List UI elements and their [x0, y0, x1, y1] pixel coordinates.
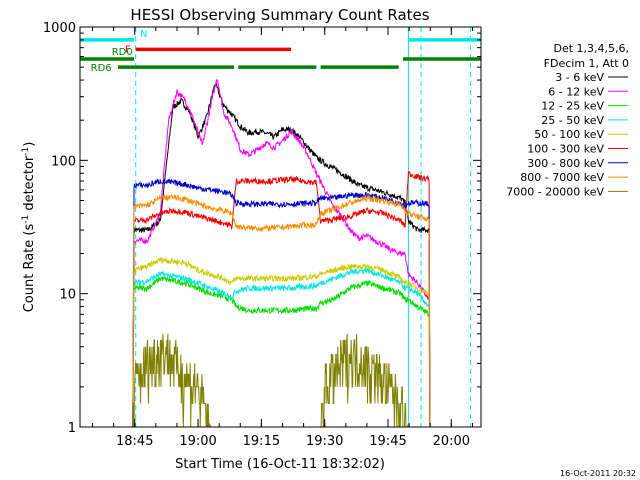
- series-line-8: [132, 333, 430, 427]
- y-tick-label-2: 100: [51, 154, 76, 169]
- series-line-0: [132, 81, 431, 427]
- legend-label-7: 800 - 7000 keV: [520, 171, 604, 184]
- status-bar-label-3: RD6: [91, 63, 112, 74]
- x-tick-label-1: 19:00: [179, 434, 216, 449]
- y-axis-ticks: 1 10 100 1000: [43, 21, 481, 436]
- x-axis-ticks: 18:45 19:00 19:15 19:30 19:45 20:00: [92, 27, 473, 449]
- legend-header-line-1: Det 1,3,4,5,6,: [553, 42, 629, 55]
- y-tick-label-1: 10: [59, 288, 76, 303]
- status-bar-label-0: N: [140, 29, 147, 40]
- series-line-1: [132, 79, 431, 427]
- legend-label-6: 300 - 800 keV: [527, 157, 604, 170]
- legend-label-1: 6 - 12 keV: [548, 85, 604, 98]
- x-tick-label-5: 20:00: [433, 434, 470, 449]
- legend-label-0: 3 - 6 keV: [555, 71, 604, 84]
- plot-frame: [79, 26, 482, 428]
- legend-label-3: 25 - 50 keV: [541, 114, 604, 127]
- y-tick-label-0: 1: [68, 421, 76, 436]
- x-axis-label: Start Time (16-Oct-11 18:32:02): [175, 457, 385, 472]
- x-tick-label-2: 19:15: [243, 434, 280, 449]
- legend-label-4: 50 - 100 keV: [534, 128, 604, 141]
- legend-label-5: 100 - 300 keV: [527, 143, 604, 156]
- legend-header-line-2: FDecim 1, Att 0: [544, 57, 629, 70]
- x-tick-label-4: 19:45: [369, 434, 406, 449]
- series-line-7: [132, 193, 431, 427]
- x-tick-label-3: 19:30: [306, 434, 343, 449]
- chart-title: HESSI Observing Summary Count Rates: [130, 6, 429, 24]
- legend-label-8: 7000 - 20000 keV: [506, 185, 604, 198]
- series-line-4: [132, 256, 431, 427]
- series-line-5: [132, 171, 431, 427]
- x-tick-label-0: 18:45: [116, 434, 153, 449]
- series-line-3: [132, 267, 431, 427]
- status-bar-label-1: F: [125, 44, 131, 55]
- y-axis-label: Count Rate (s-1 detector-1): [21, 142, 37, 313]
- status-bar-label-2: RD0: [112, 47, 133, 58]
- y-tick-label-3: 1000: [43, 21, 76, 36]
- timestamp: 16-Oct-2011 20:32: [560, 469, 636, 478]
- series-lines: [132, 79, 431, 427]
- series-line-2: [132, 276, 431, 427]
- legend-label-2: 12 - 25 keV: [541, 100, 604, 113]
